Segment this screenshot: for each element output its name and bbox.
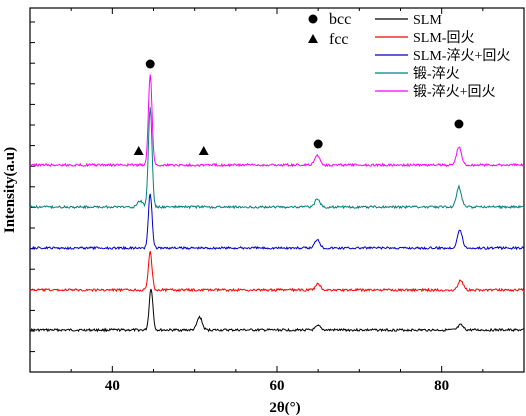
- legend-phase-label: bcc: [329, 11, 351, 28]
- series-line: [29, 74, 525, 168]
- bcc-marker: [313, 139, 323, 149]
- x-tick-label: 60: [270, 378, 285, 394]
- series-layer: [29, 74, 525, 333]
- x-tick-label: 80: [434, 378, 449, 394]
- series-line: [29, 251, 525, 293]
- bcc-marker: [454, 119, 464, 129]
- fcc-marker: [133, 146, 144, 155]
- legend-series-label: 锻-淬火+回火: [413, 84, 496, 100]
- legend-series-label: 锻-淬火: [413, 66, 460, 82]
- legend-phase-label: fcc: [329, 31, 349, 48]
- series-line: [29, 193, 525, 251]
- bcc-marker: [145, 59, 155, 69]
- legend: bcc fcc SLM SLM-回火 SLM-淬火+回火锻-淬火锻-淬火+回火: [308, 11, 510, 100]
- legend-fcc-symbol: [308, 34, 318, 43]
- y-axis-title: Intensity(a.u): [2, 147, 18, 233]
- legend-series-label: SLM-淬火+回火: [413, 48, 510, 64]
- x-axis-title: 2θ(°): [269, 400, 300, 416]
- legend-series-label: SLM-回火: [413, 30, 474, 46]
- plot-frame: 40 60 80: [29, 7, 525, 394]
- series-line: [29, 288, 525, 333]
- series-line: [29, 107, 525, 210]
- annotation-layer: [133, 59, 464, 155]
- legend-bcc-symbol: [308, 14, 318, 24]
- legend-series-label: SLM: [413, 13, 442, 28]
- x-tick-label: 40: [105, 378, 120, 394]
- fcc-marker: [198, 146, 209, 155]
- axis-layer: Intensity(a.u) 2θ(°): [2, 147, 301, 416]
